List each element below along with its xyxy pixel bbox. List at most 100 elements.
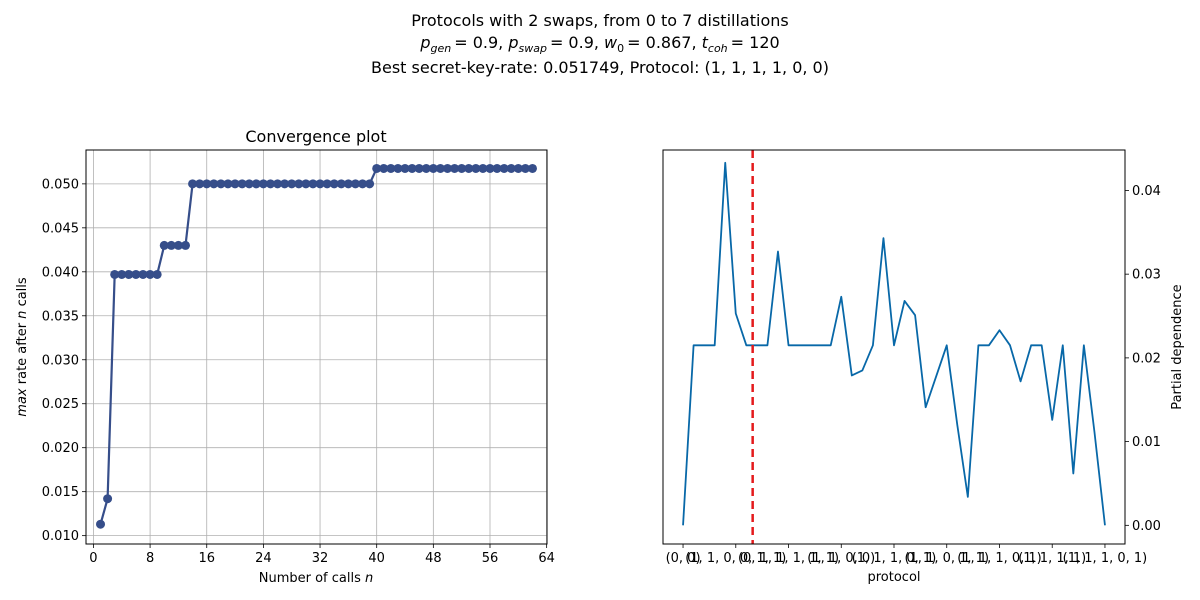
convergence-point xyxy=(258,179,268,189)
convergence-point xyxy=(308,179,318,189)
protocol-x-tick-label: (0, 0) xyxy=(666,551,701,566)
convergence-point xyxy=(195,179,205,189)
convergence-point xyxy=(372,163,382,173)
protocol-x-tick-label: (0, 1, 1, 1, 1, 1) xyxy=(738,551,839,566)
convergence-y-tick-label: 0.030 xyxy=(42,353,79,368)
convergence-point xyxy=(96,519,106,529)
protocol-x-tick-label: (1, 1, 1, 0, 1) xyxy=(852,551,937,566)
convergence-x-tick-label: 0 xyxy=(89,551,97,566)
partial-dependence-line xyxy=(682,161,1106,526)
convergence-y-tick-label: 0.010 xyxy=(42,529,79,544)
convergence-point xyxy=(216,179,226,189)
partial-dependence-series xyxy=(682,150,1106,544)
convergence-point xyxy=(350,179,360,189)
convergence-point xyxy=(400,163,410,173)
convergence-point xyxy=(393,163,403,173)
convergence-x-label-var: n xyxy=(365,571,373,586)
convergence-y-tick-label: 0.045 xyxy=(42,221,79,236)
param-p-swap-symbol: p xyxy=(507,33,518,52)
convergence-point xyxy=(301,179,311,189)
convergence-y-tick-label: 0.040 xyxy=(42,265,79,280)
convergence-x-label-text: Number of calls xyxy=(259,571,365,586)
convergence-point xyxy=(428,163,438,173)
convergence-series xyxy=(96,163,537,529)
convergence-x-ticks: 0 8 16 24 32 40 48 56 64 xyxy=(89,544,555,566)
partial-dependence-plot-frame xyxy=(662,149,1126,545)
convergence-point xyxy=(506,163,516,173)
convergence-point xyxy=(209,179,219,189)
convergence-y-label: max rate after n calls xyxy=(15,277,30,417)
convergence-point xyxy=(464,163,474,173)
convergence-point xyxy=(443,163,453,173)
convergence-x-tick-label: 48 xyxy=(425,551,442,566)
convergence-point xyxy=(173,240,183,250)
partial-dependence-y-label: Partial dependence xyxy=(1170,284,1185,409)
convergence-x-tick-label: 8 xyxy=(146,551,154,566)
convergence-x-tick-label: 32 xyxy=(312,551,329,566)
convergence-line xyxy=(99,167,533,525)
convergence-point xyxy=(527,163,537,173)
partial-dependence-y-tick-label: 0.04 xyxy=(1132,184,1161,199)
param-t-sub: coh xyxy=(708,42,728,55)
partial-dependence-y-ticks: 0.00 0.01 0.02 0.03 0.04 xyxy=(1125,184,1161,534)
convergence-x-label: Number of calls n xyxy=(259,571,374,586)
convergence-point xyxy=(103,494,113,504)
param-p-swap-sub: swap xyxy=(518,42,546,55)
protocol-x-tick-label: (1, 1, 1, 0, 1) xyxy=(1063,551,1148,566)
partial-dependence-x-label: protocol xyxy=(867,570,920,585)
convergence-y-label-text: rate after xyxy=(15,319,30,389)
convergence-point xyxy=(315,179,325,189)
convergence-point xyxy=(294,179,304,189)
figure-best-rate: Best secret-key-rate: 0.051749, Protocol… xyxy=(371,58,829,77)
convergence-point xyxy=(273,179,283,189)
param-p-gen-symbol: p xyxy=(419,33,430,52)
convergence-point xyxy=(244,179,254,189)
param-p-swap-value: = 0.9, xyxy=(550,33,604,52)
param-t-value: = 120 xyxy=(731,33,780,52)
protocol-x-tick-label: (1, 1, 0, 0, 1, 1) xyxy=(685,551,786,566)
param-w-symbol: w xyxy=(604,33,618,52)
convergence-y-tick-label: 0.035 xyxy=(42,309,79,324)
convergence-plot-frame xyxy=(85,149,548,545)
convergence-x-tick-label: 56 xyxy=(482,551,499,566)
convergence-point xyxy=(457,163,467,173)
protocol-x-tick-label: (1, 1, 0, 0) xyxy=(807,551,875,566)
convergence-y-label-max: max xyxy=(15,388,30,417)
convergence-y-tick-label: 0.015 xyxy=(42,485,79,500)
convergence-point xyxy=(138,269,148,279)
convergence-point xyxy=(386,163,396,173)
protocol-x-tick-label: (1, 1, 1, 1) xyxy=(1018,551,1086,566)
convergence-point xyxy=(159,240,169,250)
param-p-gen-sub: gen xyxy=(430,42,451,55)
convergence-point xyxy=(414,163,424,173)
convergence-point xyxy=(230,179,240,189)
protocol-x-tick-label: (1, 1, 0, 1, 1) xyxy=(904,551,989,566)
convergence-point xyxy=(145,269,155,279)
convergence-point xyxy=(520,163,530,173)
convergence-point xyxy=(336,179,346,189)
convergence-point xyxy=(152,269,162,279)
convergence-y-tick-label: 0.020 xyxy=(42,441,79,456)
convergence-y-tick-label: 0.025 xyxy=(42,397,79,412)
convergence-point xyxy=(110,269,120,279)
convergence-point xyxy=(358,179,368,189)
convergence-point xyxy=(287,179,297,189)
partial-dependence-y-tick-label: 0.01 xyxy=(1132,435,1161,450)
param-w-sub: 0 xyxy=(617,42,624,55)
param-w-value: = 0.867, xyxy=(627,33,701,52)
convergence-chart: Convergence plot 0 8 16 24 32 40 48 56 64 0.0100… xyxy=(15,127,555,586)
convergence-chart-title: Convergence plot xyxy=(245,127,386,146)
convergence-point xyxy=(265,179,275,189)
convergence-point xyxy=(407,163,417,173)
convergence-point xyxy=(513,163,523,173)
convergence-x-tick-label: 16 xyxy=(198,551,215,566)
convergence-point xyxy=(251,179,261,189)
convergence-point xyxy=(471,163,481,173)
partial-dependence-x-ticks: (0, 0)(1, 1, 0, 0, 1, 1)(0, 1, 1, 1, 1, … xyxy=(666,544,1148,566)
partial-dependence-y-tick-label: 0.02 xyxy=(1132,351,1161,366)
convergence-point xyxy=(329,179,339,189)
convergence-point xyxy=(450,163,460,173)
convergence-point xyxy=(237,179,247,189)
partial-dependence-y-tick-label: 0.00 xyxy=(1132,519,1161,534)
convergence-point xyxy=(188,179,198,189)
